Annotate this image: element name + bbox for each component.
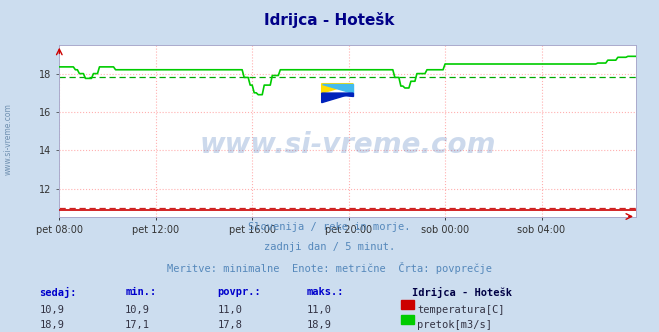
Polygon shape <box>322 84 353 93</box>
Text: 11,0: 11,0 <box>217 305 243 315</box>
Polygon shape <box>322 84 353 93</box>
Text: maks.:: maks.: <box>306 287 344 297</box>
Text: pretok[m3/s]: pretok[m3/s] <box>417 320 492 330</box>
Text: Idrijca - Hotešk: Idrijca - Hotešk <box>412 287 512 298</box>
Text: 10,9: 10,9 <box>125 305 150 315</box>
Text: 18,9: 18,9 <box>306 320 331 330</box>
Text: Idrijca - Hotešk: Idrijca - Hotešk <box>264 12 395 28</box>
Text: 11,0: 11,0 <box>306 305 331 315</box>
Polygon shape <box>322 93 353 103</box>
Text: povpr.:: povpr.: <box>217 287 261 297</box>
Text: 17,8: 17,8 <box>217 320 243 330</box>
Polygon shape <box>322 93 353 96</box>
Text: 18,9: 18,9 <box>40 320 65 330</box>
Text: sedaj:: sedaj: <box>40 287 77 298</box>
Text: www.si-vreme.com: www.si-vreme.com <box>200 131 496 159</box>
Text: temperatura[C]: temperatura[C] <box>417 305 505 315</box>
Text: Slovenija / reke in morje.: Slovenija / reke in morje. <box>248 222 411 232</box>
Text: 17,1: 17,1 <box>125 320 150 330</box>
Text: 10,9: 10,9 <box>40 305 65 315</box>
Text: zadnji dan / 5 minut.: zadnji dan / 5 minut. <box>264 242 395 252</box>
Text: Meritve: minimalne  Enote: metrične  Črta: povprečje: Meritve: minimalne Enote: metrične Črta:… <box>167 262 492 274</box>
Text: min.:: min.: <box>125 287 156 297</box>
Text: www.si-vreme.com: www.si-vreme.com <box>3 104 13 175</box>
